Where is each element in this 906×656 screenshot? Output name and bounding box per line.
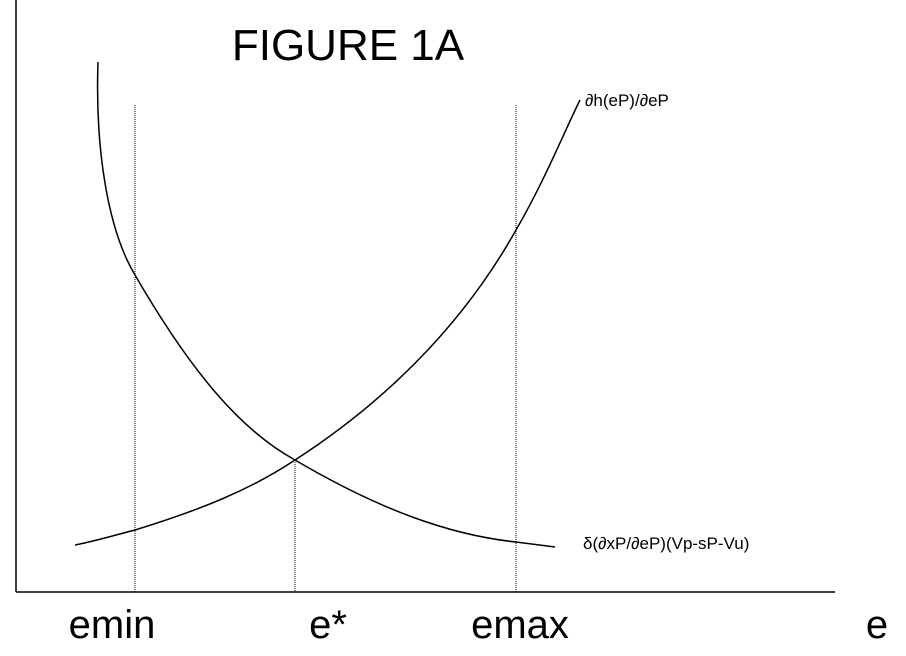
x-label: emax — [471, 603, 569, 647]
curve-label: δ(∂xP/∂eP)(Vp-sP-Vu) — [583, 534, 749, 553]
x-label: e* — [309, 603, 347, 647]
title: FIGURE 1A — [232, 21, 465, 70]
axis-label: e — [866, 603, 888, 647]
rising-curve — [74, 99, 581, 546]
x-label: emin — [69, 603, 156, 647]
falling-curve — [96, 61, 556, 548]
curve-label: ∂h(eP)/∂eP — [585, 91, 669, 110]
